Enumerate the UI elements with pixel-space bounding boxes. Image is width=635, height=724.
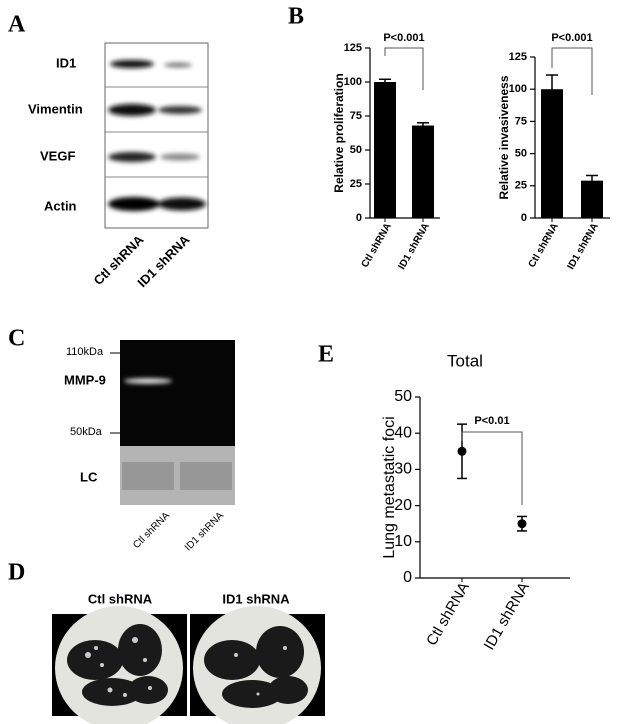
gel-dark bbox=[120, 340, 235, 446]
band-label: LC bbox=[80, 469, 98, 484]
marker-label: 50kDa bbox=[70, 426, 103, 438]
annotation: P<0.001 bbox=[551, 32, 592, 44]
band bbox=[108, 197, 160, 211]
chart-title: Total bbox=[447, 351, 483, 370]
row-label: VEGF bbox=[40, 148, 75, 163]
photo-label: Ctl shRNA bbox=[88, 591, 153, 606]
y-axis-label: Lung metastatic foci bbox=[381, 416, 398, 558]
y-tick-label: 0 bbox=[521, 212, 527, 224]
row-label: ID1 bbox=[56, 55, 76, 70]
annotation: P<0.01 bbox=[474, 415, 509, 427]
x-tick-label: Ctl shRNA bbox=[360, 221, 394, 269]
bar bbox=[374, 82, 396, 218]
x-tick-label: Ctl shRNA bbox=[423, 579, 473, 648]
band bbox=[160, 153, 200, 161]
y-tick-label: 30 bbox=[394, 461, 412, 478]
lane-stain bbox=[180, 462, 232, 490]
blot-frame bbox=[104, 42, 209, 229]
band bbox=[158, 197, 206, 211]
y-tick-label: 50 bbox=[394, 388, 412, 405]
panel-label: C bbox=[8, 326, 25, 352]
panel-label: E bbox=[318, 342, 334, 368]
point bbox=[457, 446, 467, 456]
y-tick-label: 125 bbox=[509, 51, 527, 63]
panel-label: B bbox=[288, 4, 304, 30]
x-tick-label: ID1 shRNA bbox=[566, 221, 601, 271]
y-tick-label: 125 bbox=[344, 42, 362, 54]
lane-stain bbox=[122, 462, 174, 490]
western-blot: ID1 Vimentin VEGF Actin Ctl shRNA ID1 sh… bbox=[28, 42, 209, 290]
y-tick-label: 50 bbox=[515, 148, 527, 160]
y-tick-label: 25 bbox=[350, 178, 362, 190]
point bbox=[517, 519, 527, 529]
lungs bbox=[67, 624, 308, 708]
y-axis-label: Relative invasiveness bbox=[497, 75, 511, 199]
bar bbox=[412, 125, 434, 218]
foci bbox=[85, 637, 287, 697]
y-tick-label: 100 bbox=[509, 83, 527, 95]
y-tick-label: 100 bbox=[344, 76, 362, 88]
bar bbox=[581, 180, 603, 218]
y-tick-label: 20 bbox=[394, 497, 412, 514]
y-tick-label: 0 bbox=[403, 569, 412, 586]
photo-label: ID1 shRNA bbox=[222, 591, 290, 606]
x-tick-label: Ctl shRNA bbox=[527, 221, 561, 269]
panel-label: D bbox=[8, 560, 25, 586]
row-label: Vimentin bbox=[28, 101, 83, 116]
marker-label: 110kDa bbox=[66, 346, 104, 358]
y-axis-label: Relative proliferation bbox=[332, 73, 346, 192]
zymogram: 110kDa 50kDa MMP-9 LC Ctl shRNA ID1 shRN… bbox=[64, 340, 235, 553]
y-tick-label: 25 bbox=[515, 180, 527, 192]
y-tick-label: 40 bbox=[394, 424, 412, 441]
band bbox=[108, 104, 156, 116]
lane-label: Ctl shRNA bbox=[131, 510, 172, 551]
y-tick-label: 0 bbox=[356, 212, 362, 224]
band bbox=[164, 62, 192, 68]
x-tick-label: ID1 shRNA bbox=[481, 579, 533, 652]
annotation: P<0.001 bbox=[383, 32, 424, 44]
band bbox=[124, 378, 172, 384]
significance-bracket bbox=[551, 47, 593, 95]
band bbox=[108, 152, 156, 162]
bar bbox=[541, 89, 563, 218]
y-tick-label: 50 bbox=[350, 144, 362, 156]
y-tick-label: 10 bbox=[394, 533, 412, 550]
x-tick-label: ID1 shRNA bbox=[397, 221, 432, 271]
y-tick-label: 75 bbox=[515, 115, 527, 127]
band bbox=[110, 60, 154, 68]
row-label: Actin bbox=[44, 198, 77, 213]
band-label: MMP-9 bbox=[64, 372, 106, 387]
panel-label: A bbox=[8, 12, 26, 38]
significance-bracket bbox=[384, 47, 424, 90]
band bbox=[158, 106, 202, 114]
significance-bracket bbox=[461, 431, 523, 505]
lung-photos: Ctl shRNA ID1 shRNA bbox=[52, 591, 325, 724]
lane-label: ID1 shRNA bbox=[183, 510, 226, 553]
y-tick-label: 75 bbox=[350, 110, 362, 122]
